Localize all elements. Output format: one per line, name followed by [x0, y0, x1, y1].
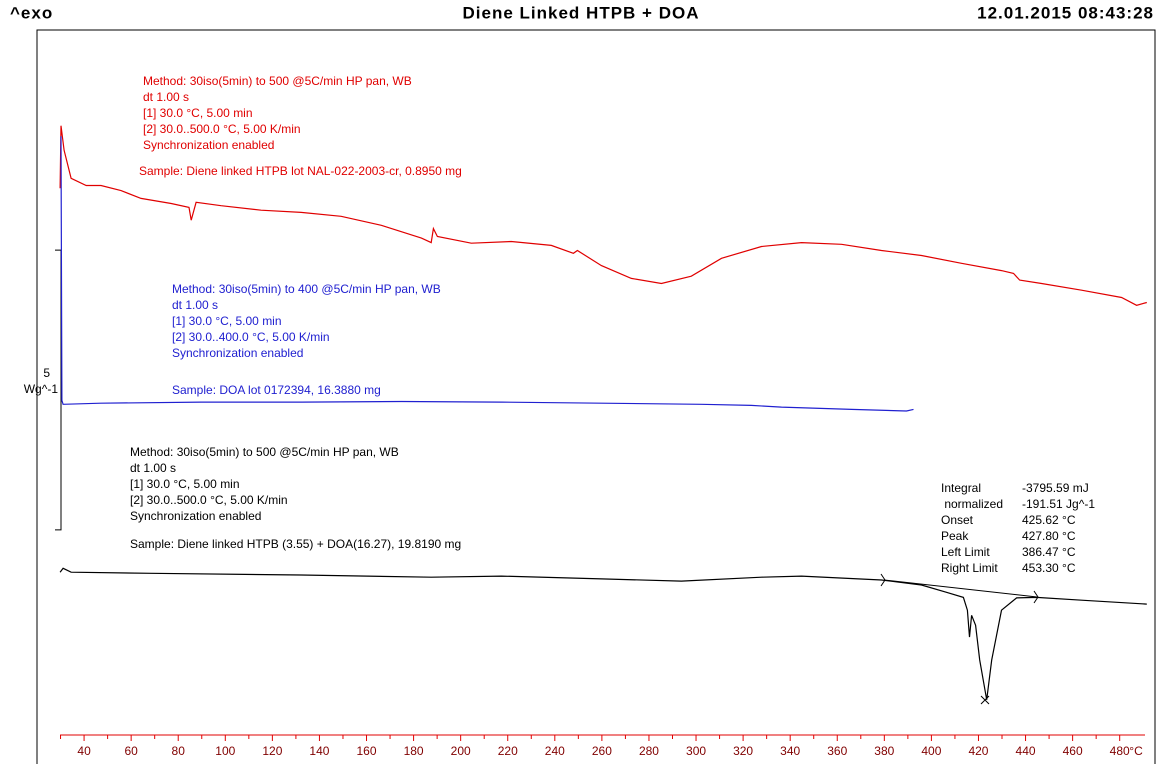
x-tick-label: 320 [733, 744, 753, 758]
x-tick-label: 240 [545, 744, 565, 758]
x-tick-label: 440 [1016, 744, 1036, 758]
x-tick-label: 60 [124, 744, 138, 758]
x-tick-label: 260 [592, 744, 612, 758]
method-note: [2] 30.0..400.0 °C, 5.00 K/min [172, 330, 330, 344]
method-note: Method: 30iso(5min) to 400 @5C/min HP pa… [172, 282, 441, 296]
curve [59, 567, 1147, 700]
x-axis-unit: °C [1129, 744, 1143, 758]
x-tick-label: 100 [215, 744, 235, 758]
result-label: Peak [941, 529, 969, 543]
limit-markers [880, 573, 1039, 705]
x-tick-label: 400 [921, 744, 941, 758]
result-value: 453.30 °C [1022, 561, 1076, 575]
x-tick-label: 360 [827, 744, 847, 758]
method-note: Method: 30iso(5min) to 500 @5C/min HP pa… [143, 74, 412, 88]
result-label: Onset [941, 513, 974, 527]
method-note: dt 1.00 s [172, 298, 218, 312]
result-value: 386.47 °C [1022, 545, 1076, 559]
scale-bar-unit: Wg^-1 [24, 382, 59, 396]
method-note: dt 1.00 s [130, 461, 176, 475]
x-tick-label: 80 [172, 744, 186, 758]
x-tick-label: 120 [262, 744, 282, 758]
result-value: 425.62 °C [1022, 513, 1076, 527]
x-tick-label: 280 [639, 744, 659, 758]
x-tick-label: 480 [1110, 744, 1130, 758]
x-tick-label: 140 [309, 744, 329, 758]
method-note: [1] 30.0 °C, 5.00 min [130, 477, 240, 491]
result-value: -3795.59 mJ [1022, 481, 1089, 495]
scale-bar-value: 5 [43, 366, 50, 380]
plot-frame [36, 29, 1156, 764]
x-tick-label: 380 [874, 744, 894, 758]
sample-label: Sample: Diene linked HTPB lot NAL-022-20… [139, 164, 462, 178]
result-value: -191.51 Jg^-1 [1022, 497, 1095, 511]
x-tick-label: 180 [404, 744, 424, 758]
chart-title: Diene Linked HTPB + DOA [463, 3, 700, 22]
sample-label: Sample: Diene linked HTPB (3.55) + DOA(1… [130, 537, 461, 551]
method-note: Method: 30iso(5min) to 500 @5C/min HP pa… [130, 445, 399, 459]
x-tick-label: 460 [1063, 744, 1083, 758]
x-tick-label: 420 [968, 744, 988, 758]
method-note: Synchronization enabled [143, 138, 274, 152]
baseline [883, 579, 1038, 598]
result-label: normalized [941, 497, 1003, 511]
timestamp: 12.01.2015 08:43:28 [977, 3, 1154, 22]
x-tick-label: 300 [686, 744, 706, 758]
sample-label: Sample: DOA lot 0172394, 16.3880 mg [172, 383, 381, 397]
method-note: [1] 30.0 °C, 5.00 min [143, 106, 253, 120]
result-label: Left Limit [941, 545, 990, 559]
x-tick-label: 40 [77, 744, 91, 758]
result-label: Right Limit [941, 561, 998, 575]
method-note: Synchronization enabled [130, 509, 261, 523]
method-note: [1] 30.0 °C, 5.00 min [172, 314, 282, 328]
x-tick-label: 160 [357, 744, 377, 758]
method-note: Synchronization enabled [172, 346, 303, 360]
header-left: ^exo [10, 3, 53, 22]
result-value: 427.80 °C [1022, 529, 1076, 543]
result-label: Integral [941, 481, 981, 495]
x-tick-label: 220 [498, 744, 518, 758]
curve [60, 136, 914, 412]
method-note: dt 1.00 s [143, 90, 189, 104]
method-note: [2] 30.0..500.0 °C, 5.00 K/min [130, 493, 288, 507]
scale-bar [55, 249, 62, 531]
x-tick-label: 200 [451, 744, 471, 758]
method-note: [2] 30.0..500.0 °C, 5.00 K/min [143, 122, 301, 136]
curve [59, 125, 1147, 306]
x-tick-label: 340 [780, 744, 800, 758]
